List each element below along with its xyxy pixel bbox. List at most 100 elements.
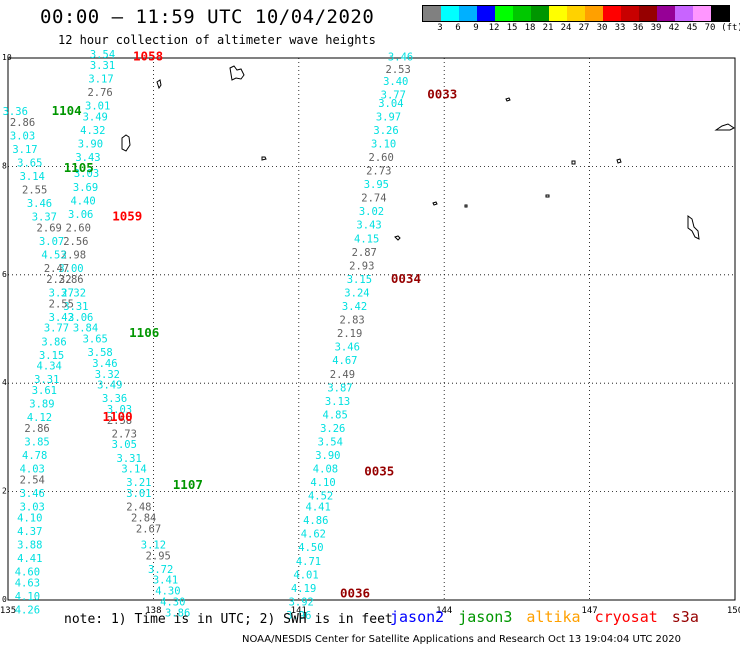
legend-swatch bbox=[459, 6, 477, 21]
swh-value: 3.54 bbox=[318, 437, 343, 449]
swh-value: 3.31 bbox=[34, 374, 59, 386]
swh-value: 3.31 bbox=[90, 60, 115, 72]
footnote: note: 1) Time is in UTC; 2) SWH is in fe… bbox=[64, 612, 393, 627]
map-title: 00:00 – 11:59 UTC 10/04/2020 bbox=[40, 6, 375, 28]
swh-value: 2.60 bbox=[369, 152, 394, 164]
swh-value: 4.19 bbox=[291, 583, 316, 595]
swh-value: 4.71 bbox=[296, 556, 321, 568]
legend-label: 70 bbox=[704, 23, 716, 33]
pass-time-label: 1058 bbox=[133, 49, 163, 64]
swh-value: 3.37 bbox=[32, 212, 57, 224]
legend-swatch bbox=[585, 6, 603, 21]
swh-value: 4.03 bbox=[20, 464, 45, 476]
swh-value: 2.74 bbox=[361, 193, 386, 205]
legend-swatch bbox=[531, 6, 549, 21]
swh-value: 2.93 bbox=[349, 260, 374, 272]
swh-value: 2.55 bbox=[49, 298, 74, 310]
legend-swatch bbox=[603, 6, 621, 21]
swh-value: 3.06 bbox=[68, 312, 93, 324]
legend-label: 6 bbox=[455, 23, 461, 33]
legend-swatch bbox=[639, 6, 657, 21]
swh-value: 3.31 bbox=[117, 453, 142, 465]
legend-swatch bbox=[621, 6, 639, 21]
swh-value: 4.32 bbox=[80, 125, 105, 137]
legend-label: 36 bbox=[632, 23, 644, 33]
legend-swatch bbox=[495, 6, 513, 21]
swh-value: 3.85 bbox=[24, 437, 49, 449]
island-outline bbox=[229, 65, 245, 81]
swh-value: 2.86 bbox=[24, 423, 49, 435]
island-outline bbox=[432, 201, 438, 206]
legend-swatch bbox=[477, 6, 495, 21]
swh-value: 3.13 bbox=[325, 396, 350, 408]
legend-swatch bbox=[549, 6, 567, 21]
swh-value: 3.36 bbox=[3, 106, 28, 118]
y-tick-label: 4 bbox=[2, 378, 7, 387]
x-tick-label: 135 bbox=[0, 606, 16, 616]
swh-value: 4.30 bbox=[155, 586, 180, 598]
pass-time-label: 0034 bbox=[391, 271, 421, 286]
satellite-jason2: jason2 bbox=[390, 608, 445, 626]
pass-time-label: 1106 bbox=[129, 325, 159, 340]
swh-value: 4.63 bbox=[15, 577, 40, 589]
legend-label: 9 bbox=[473, 23, 479, 33]
swh-value: 4.34 bbox=[37, 361, 62, 373]
legend-label: 15 bbox=[506, 23, 518, 33]
x-tick-label: 138 bbox=[145, 606, 161, 616]
swh-value: 4.62 bbox=[301, 529, 326, 541]
swh-value: 2.73 bbox=[366, 166, 391, 178]
swh-value: 3.46 bbox=[335, 342, 360, 354]
swh-value: 3.01 bbox=[126, 488, 151, 500]
swh-value: 3.77 bbox=[381, 90, 406, 102]
swh-value: 4.10 bbox=[15, 591, 40, 603]
legend-label: 27 bbox=[578, 23, 590, 33]
x-tick-label: 141 bbox=[291, 606, 307, 616]
swh-value: 3.89 bbox=[29, 399, 54, 411]
swh-value: 3.03 bbox=[107, 404, 132, 416]
pass-time-label: 1107 bbox=[173, 477, 203, 492]
island-outline bbox=[156, 79, 162, 90]
swh-value: 3.40 bbox=[383, 76, 408, 88]
swh-value: 4.15 bbox=[354, 233, 379, 245]
legend-label: 39 bbox=[650, 23, 662, 33]
satellite-jason3: jason3 bbox=[458, 608, 513, 626]
y-tick-label: 2 bbox=[2, 487, 7, 496]
swh-value: 4.26 bbox=[15, 605, 40, 617]
swh-value: 3.43 bbox=[75, 152, 100, 164]
swh-value: 3.97 bbox=[376, 111, 401, 123]
swh-color-legend bbox=[422, 5, 730, 22]
legend-label: 24 bbox=[560, 23, 572, 33]
legend-label: 12 bbox=[488, 23, 500, 33]
swh-value: 3.15 bbox=[39, 350, 64, 362]
swh-value: 3.96 bbox=[286, 610, 311, 622]
legend-label: 3 bbox=[437, 23, 443, 33]
swh-value: 2.83 bbox=[339, 315, 364, 327]
swh-value: 3.05 bbox=[112, 439, 137, 451]
swh-value: 2.55 bbox=[22, 185, 47, 197]
swh-value: 3.04 bbox=[378, 98, 403, 110]
swh-value: 4.53 bbox=[41, 250, 66, 262]
island-outline bbox=[616, 158, 622, 164]
legend-swatch bbox=[693, 6, 711, 21]
satellite-s3a: s3a bbox=[671, 608, 699, 626]
swh-value: 4.08 bbox=[313, 464, 338, 476]
swh-value: 3.42 bbox=[342, 301, 367, 313]
swh-value: 3.42 bbox=[49, 312, 74, 324]
swh-value: 3.03 bbox=[20, 502, 45, 514]
legend-label: 18 bbox=[524, 23, 536, 33]
legend-label: 33 bbox=[614, 23, 626, 33]
swh-value: 3.24 bbox=[344, 287, 369, 299]
swh-value: 2.87 bbox=[352, 247, 377, 259]
swh-value: 2.54 bbox=[20, 474, 45, 486]
swh-value: 3.12 bbox=[141, 540, 166, 552]
swh-value: 3.03 bbox=[74, 168, 99, 180]
swh-value: 4.50 bbox=[298, 542, 323, 554]
x-tick-label: 147 bbox=[581, 606, 597, 616]
island-outline bbox=[261, 156, 267, 161]
swh-value: 3.46 bbox=[388, 52, 413, 64]
swh-value: 2.67 bbox=[136, 523, 161, 535]
swh-value: 2.19 bbox=[337, 328, 362, 340]
swh-value: 3.31 bbox=[63, 301, 88, 313]
swh-value: 4.41 bbox=[17, 553, 42, 565]
